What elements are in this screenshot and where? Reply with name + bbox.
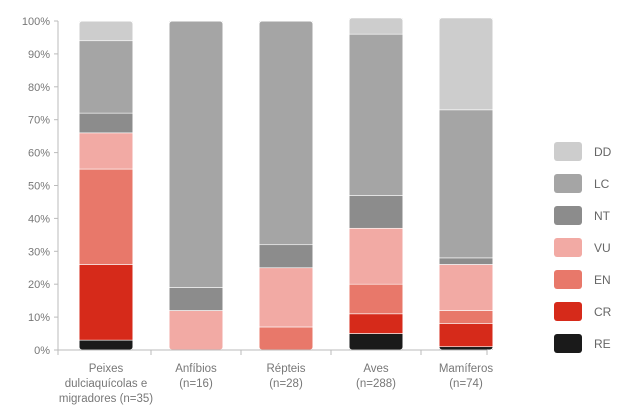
y-tick-label: 100%: [22, 16, 50, 28]
legend-item-en: EN: [554, 270, 611, 289]
legend-label: NT: [594, 209, 611, 223]
legend-label: DD: [594, 145, 612, 159]
x-category-label: Mamíferos: [439, 363, 494, 375]
bar-segment-dd: [438, 17, 494, 111]
bar-segment-vu: [78, 132, 134, 170]
y-tick-label: 10%: [28, 312, 50, 324]
legend-swatch: [554, 206, 582, 225]
bar-segment-nt: [78, 112, 134, 134]
bar-segment-re: [348, 333, 404, 351]
x-category-label: dulciaquícolas e: [65, 378, 147, 390]
x-category-label: (n=16): [179, 378, 213, 390]
legend: DD LC NT VU EN CR RE: [554, 142, 612, 353]
bar-segment-cr: [438, 323, 494, 348]
y-tick-label: 30%: [28, 246, 50, 258]
legend-label: CR: [594, 305, 612, 319]
legend-label: EN: [594, 273, 611, 287]
bar-segment-en: [258, 326, 314, 351]
bar-segment-en: [438, 310, 494, 324]
legend-item-lc: LC: [554, 174, 610, 193]
bar-segment-cr: [78, 264, 134, 341]
bar-segment-vu: [438, 264, 494, 311]
legend-item-vu: VU: [554, 238, 611, 257]
bar-segment-lc: [438, 109, 494, 259]
bar-segment-lc: [168, 20, 224, 288]
bar-segment-dd: [78, 20, 134, 42]
legend-item-cr: CR: [554, 302, 612, 321]
bar-segment-vu: [258, 267, 314, 328]
bar-segment-cr: [348, 313, 404, 334]
y-tick-label: 40%: [28, 213, 50, 225]
y-tick-label: 80%: [28, 82, 50, 94]
bar-segment-nt: [348, 195, 404, 229]
bar-segment-dd: [348, 17, 404, 35]
bar-segment-re: [78, 339, 134, 351]
legend-label: VU: [594, 241, 611, 255]
bars: [78, 17, 494, 351]
y-tick-label: 0%: [34, 345, 50, 357]
bar-segment-lc: [348, 33, 404, 196]
x-category-label: Aves: [363, 363, 389, 375]
legend-item-nt: NT: [554, 206, 611, 225]
legend-item-re: RE: [554, 334, 611, 353]
x-category-label: (n=28): [269, 378, 303, 390]
legend-item-dd: DD: [554, 142, 612, 161]
legend-swatch: [554, 142, 582, 161]
bar-segment-vu: [168, 310, 224, 351]
x-axis: Peixes dulciaquícolas e migradores (n=35) A…: [57, 349, 494, 405]
bar-segment-nt: [438, 257, 494, 265]
bar-segment-vu: [348, 227, 404, 285]
bar-segment-nt: [258, 244, 314, 269]
y-tick-label: 70%: [28, 115, 50, 127]
x-category-label: Répteis: [267, 363, 306, 375]
x-category-label: Anfíbios: [175, 363, 217, 375]
y-tick-label: 90%: [28, 49, 50, 61]
bar-stack: [438, 17, 494, 351]
y-tick-label: 50%: [28, 181, 50, 193]
legend-label: LC: [594, 177, 610, 191]
x-category-label: (n=288): [356, 378, 396, 390]
bar-stack: [168, 20, 224, 351]
x-category-label: (n=74): [449, 378, 483, 390]
legend-swatch: [554, 334, 582, 353]
bar-stack: [348, 17, 404, 351]
legend-swatch: [554, 174, 582, 193]
bar-segment-lc: [78, 40, 134, 114]
bar-segment-lc: [258, 20, 314, 246]
bar-segment-en: [78, 168, 134, 265]
legend-label: RE: [594, 337, 611, 351]
bar-segment-en: [348, 283, 404, 315]
x-category-label: migradores (n=35): [59, 393, 153, 405]
legend-swatch: [554, 270, 582, 289]
y-tick-label: 60%: [28, 148, 50, 160]
bar-stack: [258, 20, 314, 351]
x-category-label: Peixes: [89, 363, 124, 375]
y-axis: 0% 10% 20% 30% 40% 50% 60% 70% 80% 90% 100%: [22, 16, 59, 357]
legend-swatch: [554, 238, 582, 257]
bar-stack: [78, 20, 134, 351]
y-tick-label: 20%: [28, 279, 50, 291]
bar-segment-nt: [168, 287, 224, 311]
legend-swatch: [554, 302, 582, 321]
